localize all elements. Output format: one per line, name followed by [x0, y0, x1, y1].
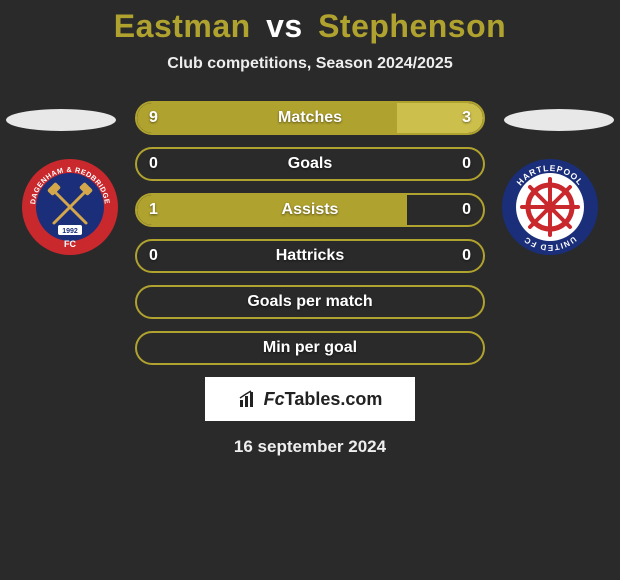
stat-label: Min per goal — [137, 333, 483, 363]
stat-row: Matches9 3 — [135, 101, 485, 135]
stat-row: Assists1 0 — [135, 193, 485, 227]
stat-label: Matches — [137, 103, 483, 133]
subtitle: Club competitions, Season 2024/2025 — [0, 55, 620, 73]
stat-value-left: 0 — [149, 149, 158, 179]
stat-label: Goals per match — [137, 287, 483, 317]
player1-name: Eastman — [114, 8, 251, 44]
brand-text: FcTables.com — [264, 389, 383, 410]
stat-value-left: 0 — [149, 241, 158, 271]
page-title: Eastman vs Stephenson — [0, 0, 620, 45]
svg-text:1992: 1992 — [62, 228, 78, 235]
stat-value-left: 1 — [149, 195, 158, 225]
stat-label: Hattricks — [137, 241, 483, 271]
svg-text:FC: FC — [64, 239, 76, 249]
stat-value-right: 3 — [462, 103, 471, 133]
dagenham-redbridge-crest-icon: DAGENHAM & REDBRIDGE FC 1992 — [20, 157, 120, 257]
player2-name: Stephenson — [318, 8, 506, 44]
stat-row: Hattricks0 0 — [135, 239, 485, 273]
stat-value-right: 0 — [462, 149, 471, 179]
stat-row: Min per goal — [135, 331, 485, 365]
chart-icon — [238, 389, 258, 409]
club-crest-right: HARTLEPOOL UNITED FC — [500, 157, 600, 257]
hartlepool-united-crest-icon: HARTLEPOOL UNITED FC — [500, 157, 600, 257]
footer-date: 16 september 2024 — [0, 437, 620, 457]
comparison-infographic: Eastman vs Stephenson Club competitions,… — [0, 0, 620, 580]
content-area: DAGENHAM & REDBRIDGE FC 1992 — [0, 101, 620, 457]
stat-value-left: 9 — [149, 103, 158, 133]
stat-label: Assists — [137, 195, 483, 225]
stat-value-right: 0 — [462, 195, 471, 225]
stat-row: Goals0 0 — [135, 147, 485, 181]
player2-ellipse — [504, 109, 614, 131]
stats-bars: Matches93Goals00Assists10Hattricks00Goal… — [135, 101, 485, 365]
stat-label: Goals — [137, 149, 483, 179]
stat-value-right: 0 — [462, 241, 471, 271]
vs-text: vs — [266, 8, 303, 44]
player1-ellipse — [6, 109, 116, 131]
brand-badge: FcTables.com — [205, 377, 415, 421]
club-crest-left: DAGENHAM & REDBRIDGE FC 1992 — [20, 157, 120, 257]
stat-row: Goals per match — [135, 285, 485, 319]
